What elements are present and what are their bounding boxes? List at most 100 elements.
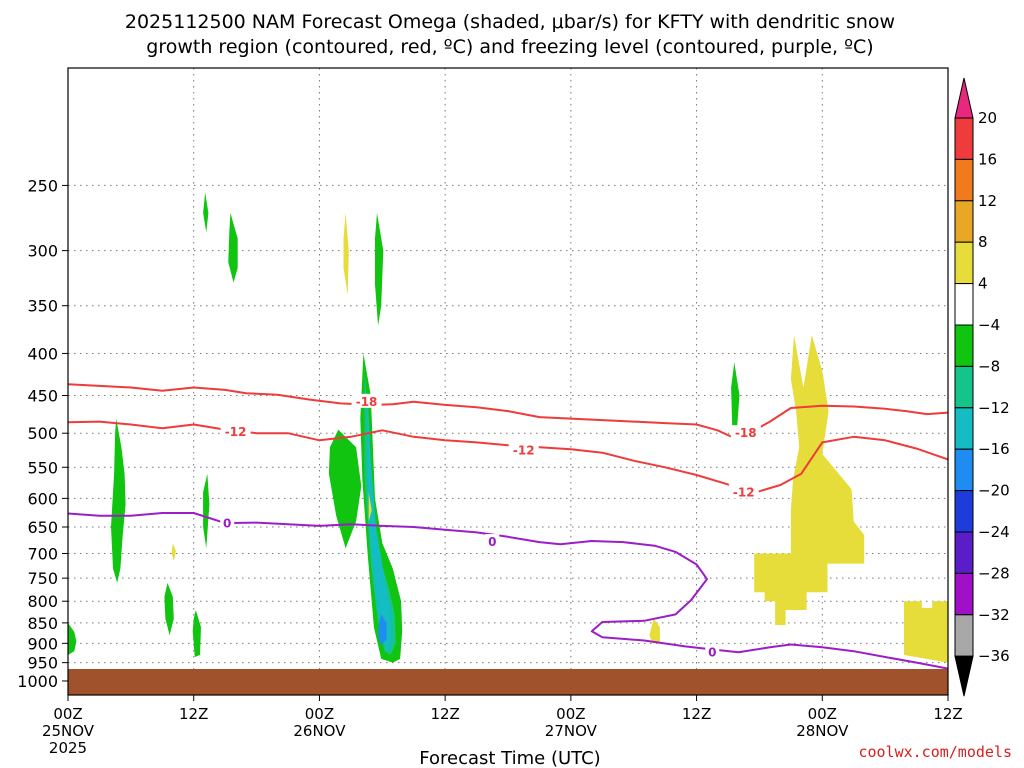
omega-region [68, 622, 77, 655]
omega-shading [68, 192, 948, 663]
ground-surface [68, 669, 948, 695]
x-tick-time: 12Z [430, 705, 459, 723]
omega-region [367, 395, 392, 652]
y-axis-ticks: 2503003504004505005506006507007508008509… [17, 176, 68, 691]
contour-lines: -18 -12 -12 -12 -18 0 0 0 [67, 383, 949, 670]
colorbar-label: 12 [978, 192, 997, 210]
colorbar-label: −24 [978, 523, 1010, 541]
omega-region [171, 543, 176, 562]
colorbar-bin [954, 614, 974, 657]
colorbar-label: 16 [978, 150, 997, 168]
contour-label-bg [728, 484, 759, 499]
colorbar-bottom-arrow [954, 655, 974, 697]
plot-border [67, 67, 949, 696]
colorbar-label: 4 [978, 275, 988, 293]
y-tick-label: 400 [27, 344, 58, 363]
colorbar-label: 20 [978, 109, 997, 127]
contour-label: -12 [733, 485, 755, 499]
contour-label: 0 [488, 535, 496, 549]
omega-region [754, 335, 865, 625]
colorbar-bin [954, 200, 974, 243]
omega-region [360, 353, 403, 663]
colorbar-label: −8 [978, 357, 1000, 375]
omega-region [904, 601, 948, 663]
x-tick-year: 2025 [49, 739, 87, 757]
contour-label: 0 [223, 517, 231, 531]
colorbar-bin [954, 572, 974, 616]
colorbar-label: −32 [978, 606, 1010, 624]
colorbar-label: −12 [978, 399, 1010, 417]
y-tick-label: 300 [27, 242, 58, 261]
colorbar-bin [954, 407, 974, 450]
colorbar-label: −28 [978, 564, 1010, 582]
x-tick-time: 00Z [808, 705, 837, 723]
colorbar-label: 8 [978, 233, 988, 251]
credit-text[interactable]: coolwx.com/models [858, 743, 1012, 761]
y-tick-label: 950 [27, 654, 58, 673]
omega-region [378, 614, 387, 646]
x-axis-label: Forecast Time (UTC) [419, 748, 600, 768]
plot-area: -18 -12 -12 -12 -18 0 0 0 [67, 67, 949, 696]
colorbar-bin [954, 531, 974, 574]
contour-label-bg [730, 425, 761, 440]
x-tick-date: 28NOV [796, 722, 849, 740]
colorbar-bin [954, 490, 974, 533]
y-tick-label: 450 [27, 387, 58, 406]
y-tick-label: 750 [27, 569, 58, 588]
chart-title-line1: 2025112500 NAM Forecast Omega (shaded, μ… [125, 11, 895, 33]
contour-label: -12 [225, 425, 247, 439]
contour-label-bg [705, 644, 720, 659]
x-tick-time: 00Z [305, 705, 334, 723]
contour-line-0 [67, 512, 949, 670]
contour-label: 0 [708, 645, 716, 659]
y-tick-label: 650 [27, 518, 58, 537]
contour-label: -18 [356, 395, 378, 409]
y-tick-label: 900 [27, 634, 58, 653]
contour-label-bg [220, 423, 251, 438]
omega-region [368, 492, 372, 522]
x-tick-date: 27NOV [545, 722, 598, 740]
x-tick-time: 12Z [179, 705, 208, 723]
y-tick-label: 600 [27, 489, 58, 508]
colorbar-top-arrow [954, 77, 974, 119]
colorbar-bin [954, 241, 974, 285]
colorbar-label: −36 [978, 647, 1010, 665]
y-tick-label: 250 [27, 176, 58, 195]
omega-region [343, 212, 349, 296]
colorbar-bin [954, 283, 974, 326]
x-tick-time: 12Z [682, 705, 711, 723]
x-tick-time: 12Z [933, 705, 962, 723]
omega-region [228, 212, 238, 283]
y-tick-label: 800 [27, 592, 58, 611]
colorbar-label: −20 [978, 482, 1010, 500]
y-tick-label: 700 [27, 544, 58, 563]
contour-label-bg [351, 393, 382, 408]
y-tick-label: 500 [27, 424, 58, 443]
contour-label: -12 [513, 444, 535, 458]
colorbar-label: −16 [978, 440, 1010, 458]
colorbar-bin [954, 158, 974, 202]
contour-label-bg [508, 442, 539, 457]
omega-region [203, 473, 210, 549]
chart-title-line2: growth region (contoured, red, ºC) and f… [146, 36, 873, 58]
y-tick-label: 850 [27, 614, 58, 633]
x-tick-time: 00Z [53, 705, 82, 723]
colorbar-bin [954, 324, 974, 367]
omega-region [192, 610, 201, 657]
colorbar-bin [954, 365, 974, 409]
colorbar-label: −4 [978, 316, 1000, 334]
colorbar: 20 16 12 8 4 −4 −8 −12 −16 −20 −24 −28 −32 −36 [954, 77, 1010, 697]
omega-region [164, 582, 174, 636]
colorbar-bin [954, 117, 974, 160]
contour-label: -18 [735, 426, 757, 440]
y-tick-label: 350 [27, 297, 58, 316]
y-tick-label: 1000 [17, 672, 58, 691]
omega-region [111, 418, 126, 583]
omega-region [731, 362, 740, 437]
x-tick-date: 25NOV [42, 722, 95, 740]
x-tick-time: 00Z [556, 705, 585, 723]
x-tick-date: 26NOV [293, 722, 346, 740]
contour-label-bg [220, 515, 235, 530]
